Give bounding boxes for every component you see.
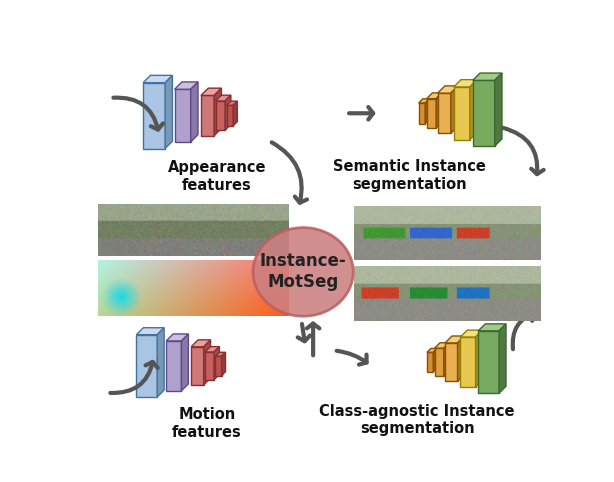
Polygon shape (444, 343, 449, 376)
Polygon shape (454, 87, 470, 140)
Polygon shape (191, 82, 198, 142)
Polygon shape (478, 331, 499, 393)
Polygon shape (216, 95, 231, 101)
Text: Instance-
MotSeg: Instance- MotSeg (260, 253, 346, 291)
Polygon shape (191, 340, 211, 347)
Polygon shape (191, 347, 204, 385)
Polygon shape (227, 101, 238, 106)
Polygon shape (233, 101, 238, 126)
Polygon shape (214, 347, 219, 380)
Polygon shape (214, 88, 222, 136)
Text: Motion
features: Motion features (172, 407, 242, 440)
Polygon shape (216, 352, 225, 356)
Polygon shape (216, 356, 222, 375)
Polygon shape (427, 348, 437, 352)
Polygon shape (225, 95, 231, 130)
Polygon shape (201, 88, 222, 95)
Polygon shape (433, 348, 437, 372)
Polygon shape (136, 328, 164, 335)
Polygon shape (427, 93, 442, 99)
Polygon shape (427, 352, 433, 372)
Polygon shape (174, 82, 198, 89)
Polygon shape (454, 80, 477, 87)
Polygon shape (435, 343, 449, 348)
Polygon shape (451, 86, 458, 134)
Polygon shape (427, 99, 436, 128)
Polygon shape (460, 330, 483, 337)
Polygon shape (205, 347, 219, 352)
Polygon shape (222, 352, 225, 375)
Polygon shape (136, 335, 157, 397)
Text: Appearance
features: Appearance features (168, 160, 266, 193)
Text: Semantic Instance
segmentation: Semantic Instance segmentation (333, 160, 486, 192)
Polygon shape (473, 80, 495, 146)
Polygon shape (435, 348, 444, 376)
Polygon shape (445, 336, 464, 343)
Polygon shape (227, 106, 233, 126)
Polygon shape (478, 324, 506, 331)
Polygon shape (425, 99, 429, 123)
Polygon shape (495, 73, 502, 146)
Polygon shape (419, 103, 425, 123)
Polygon shape (445, 343, 457, 381)
Polygon shape (143, 83, 165, 148)
Polygon shape (460, 337, 475, 387)
Polygon shape (182, 334, 188, 391)
Polygon shape (204, 340, 211, 385)
Polygon shape (473, 73, 502, 80)
Polygon shape (216, 101, 225, 130)
Polygon shape (436, 93, 442, 128)
Polygon shape (174, 89, 191, 142)
Polygon shape (438, 93, 451, 134)
Polygon shape (499, 324, 506, 393)
Polygon shape (438, 86, 458, 93)
Polygon shape (201, 95, 214, 136)
Polygon shape (205, 352, 214, 380)
Polygon shape (457, 336, 464, 381)
Polygon shape (475, 330, 483, 387)
Polygon shape (166, 334, 188, 341)
Polygon shape (143, 75, 173, 83)
Polygon shape (419, 99, 429, 103)
Polygon shape (166, 341, 182, 391)
Polygon shape (470, 80, 477, 140)
Polygon shape (157, 328, 164, 397)
Polygon shape (165, 75, 173, 148)
Ellipse shape (253, 228, 353, 316)
Text: Class-agnostic Instance
segmentation: Class-agnostic Instance segmentation (319, 403, 515, 436)
